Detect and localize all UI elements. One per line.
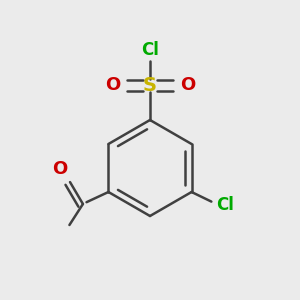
Text: S: S xyxy=(143,76,157,95)
Text: Cl: Cl xyxy=(216,196,234,214)
Text: O: O xyxy=(52,160,68,178)
Text: O: O xyxy=(180,76,195,94)
Text: O: O xyxy=(105,76,120,94)
Text: Cl: Cl xyxy=(141,40,159,58)
